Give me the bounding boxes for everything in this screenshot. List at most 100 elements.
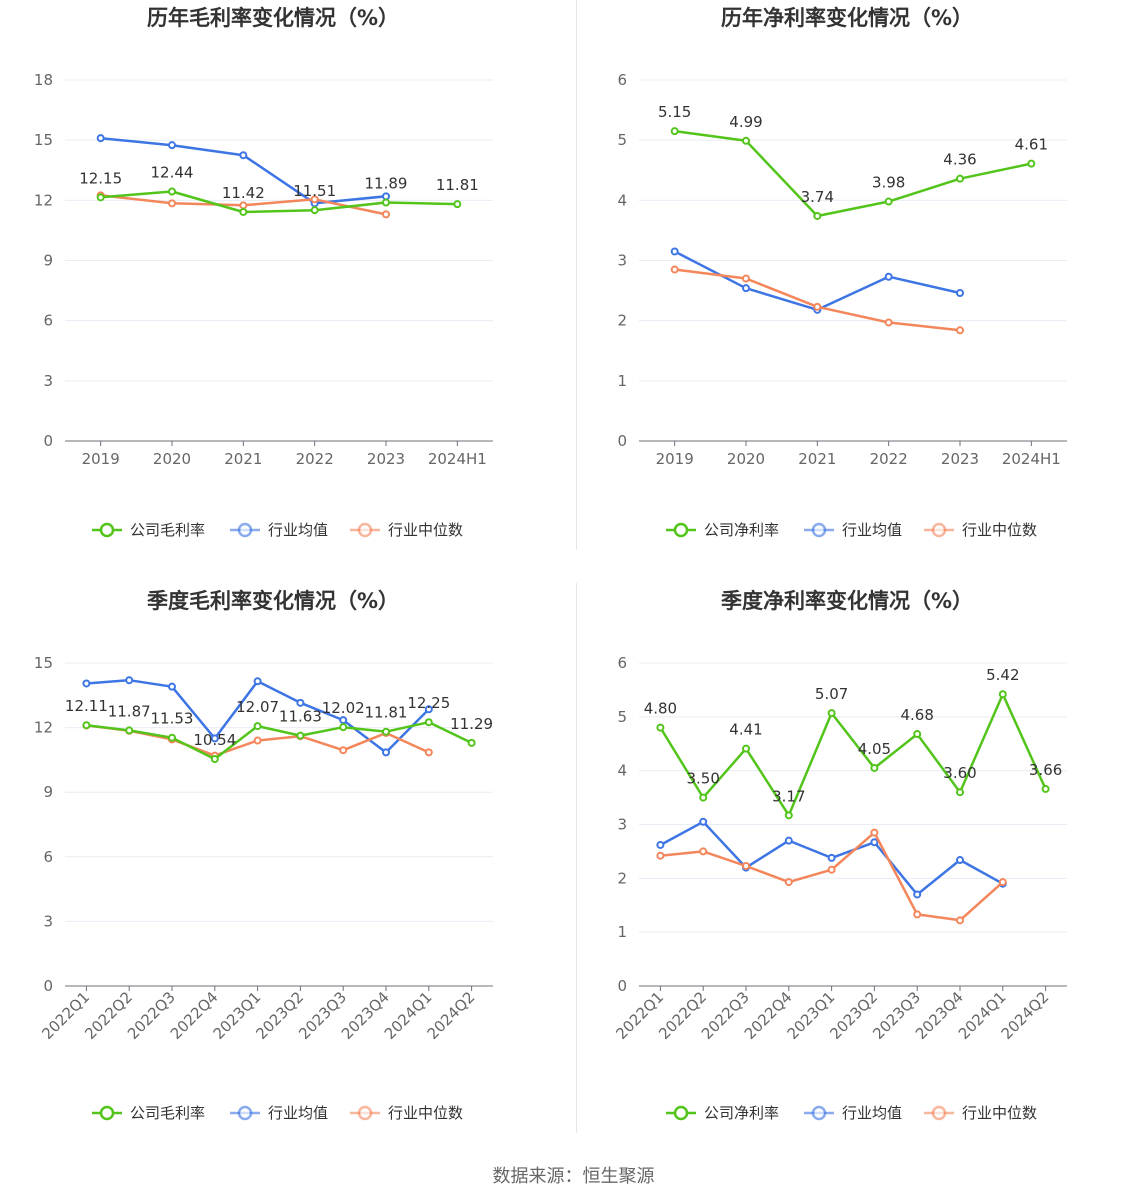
- panel-divider-bottom: [576, 583, 577, 1133]
- data-point: [1027, 159, 1036, 168]
- data-label: 3.66: [1029, 761, 1062, 779]
- data-label: 12.07: [236, 698, 279, 716]
- legend-label: 行业均值: [268, 521, 328, 539]
- data-point: [884, 197, 893, 206]
- data-point: [784, 811, 793, 820]
- data-point: [827, 709, 836, 718]
- data-point: [742, 136, 750, 145]
- x-tick-label: 2022: [296, 450, 334, 468]
- legend-label: 公司毛利率: [130, 1104, 205, 1122]
- data-label: 11.87: [108, 702, 151, 720]
- chart-title: 历年毛利率变化情况（%）: [147, 6, 399, 30]
- legend-label: 行业中位数: [388, 1104, 463, 1122]
- legend-label: 行业均值: [842, 521, 902, 539]
- data-label: 3.17: [772, 787, 805, 805]
- y-tick-label: 6: [617, 654, 627, 672]
- y-tick-label: 6: [617, 71, 627, 89]
- legend-label: 行业中位数: [962, 1104, 1037, 1122]
- data-point: [913, 890, 922, 899]
- data-point: [784, 836, 793, 845]
- data-point: [96, 193, 105, 202]
- chart-svg: 历年净利率变化情况（%） 0 1 2 3 4 5 6 2019 2020 2021 2022 2023 2…: [617, 6, 1067, 539]
- chart-title: 季度毛利率变化情况（%）: [147, 589, 399, 613]
- series-line: [659, 692, 1047, 817]
- y-tick-label: 3: [43, 372, 53, 390]
- data-point: [382, 210, 390, 219]
- data-point: [670, 265, 679, 274]
- data-label: 12.25: [407, 694, 450, 712]
- x-tick-label: 2024H1: [428, 450, 487, 468]
- legend-marker: [673, 1105, 689, 1121]
- data-point: [253, 722, 262, 731]
- data-point: [239, 201, 248, 210]
- y-tick-label: 18: [34, 71, 53, 89]
- panel-divider-top: [576, 0, 577, 550]
- data-label: 5.42: [986, 666, 1019, 684]
- x-tick-label: 2023: [941, 450, 979, 468]
- data-label: 12.44: [151, 164, 194, 182]
- y-tick-label: 6: [43, 312, 53, 330]
- data-point: [96, 134, 105, 143]
- data-point: [310, 206, 319, 215]
- data-label: 12.15: [79, 169, 122, 187]
- data-label: 12.11: [65, 697, 108, 715]
- data-label: 4.80: [644, 700, 677, 718]
- data-point: [82, 679, 91, 688]
- data-point: [913, 910, 922, 919]
- legend-label: 行业均值: [842, 1104, 902, 1122]
- data-label: 11.63: [279, 708, 322, 726]
- y-tick-label: 1: [617, 372, 627, 390]
- data-point: [168, 733, 176, 742]
- data-label: 11.81: [436, 176, 479, 194]
- data-point: [742, 284, 750, 293]
- x-tick-label: 2020: [727, 450, 765, 468]
- data-point: [670, 127, 679, 136]
- legend-marker: [99, 1105, 115, 1121]
- data-point: [827, 853, 836, 862]
- x-tick-label: 2019: [656, 450, 694, 468]
- data-point: [168, 187, 176, 196]
- data-point: [239, 151, 248, 160]
- data-point: [382, 748, 390, 757]
- legend-marker: [931, 1105, 947, 1121]
- data-point: [884, 318, 893, 327]
- chart-svg: 季度净利率变化情况（%）01234562022Q12022Q22022Q3202…: [612, 589, 1067, 1122]
- y-tick-label: 2: [617, 312, 627, 330]
- data-point: [656, 840, 665, 849]
- legend-marker: [357, 1105, 373, 1121]
- data-label: 11.29: [450, 715, 493, 733]
- x-tick-label: 2024H1: [1002, 450, 1061, 468]
- y-tick-label: 12: [34, 719, 53, 737]
- legend-label: 行业均值: [268, 1104, 328, 1122]
- data-label: 11.42: [222, 184, 265, 202]
- y-tick-label: 0: [43, 432, 53, 450]
- chart-annual-net-margin: 历年净利率变化情况（%） 0 1 2 3 4 5 6 2019 2020 2021 2022 2023 2…: [574, 0, 1147, 583]
- data-point: [168, 199, 176, 208]
- data-label: 5.07: [815, 685, 848, 703]
- data-point: [296, 731, 305, 740]
- data-point: [742, 274, 750, 283]
- data-point: [956, 916, 964, 925]
- legend-label: 公司毛利率: [130, 521, 205, 539]
- y-tick-label: 9: [43, 783, 53, 801]
- data-label: 3.98: [872, 174, 905, 192]
- series-line: [660, 831, 1004, 922]
- data-point: [239, 207, 248, 216]
- data-point: [870, 763, 879, 772]
- legend-marker: [357, 522, 373, 538]
- series-line: [674, 129, 1032, 218]
- data-point: [870, 828, 879, 837]
- y-tick-label: 3: [43, 912, 53, 930]
- data-point: [424, 748, 433, 757]
- x-tick-label: 2021: [224, 450, 262, 468]
- data-label: 4.61: [1015, 136, 1048, 154]
- y-tick-label: 0: [617, 432, 627, 450]
- data-point: [870, 838, 879, 847]
- y-tick-label: 9: [43, 252, 53, 270]
- data-point: [998, 690, 1007, 699]
- chart-title: 历年净利率变化情况（%）: [721, 6, 973, 30]
- x-tick-label: 2024Q2: [424, 988, 479, 1043]
- data-point: [382, 198, 390, 207]
- data-point: [1041, 784, 1050, 793]
- data-point: [82, 721, 91, 730]
